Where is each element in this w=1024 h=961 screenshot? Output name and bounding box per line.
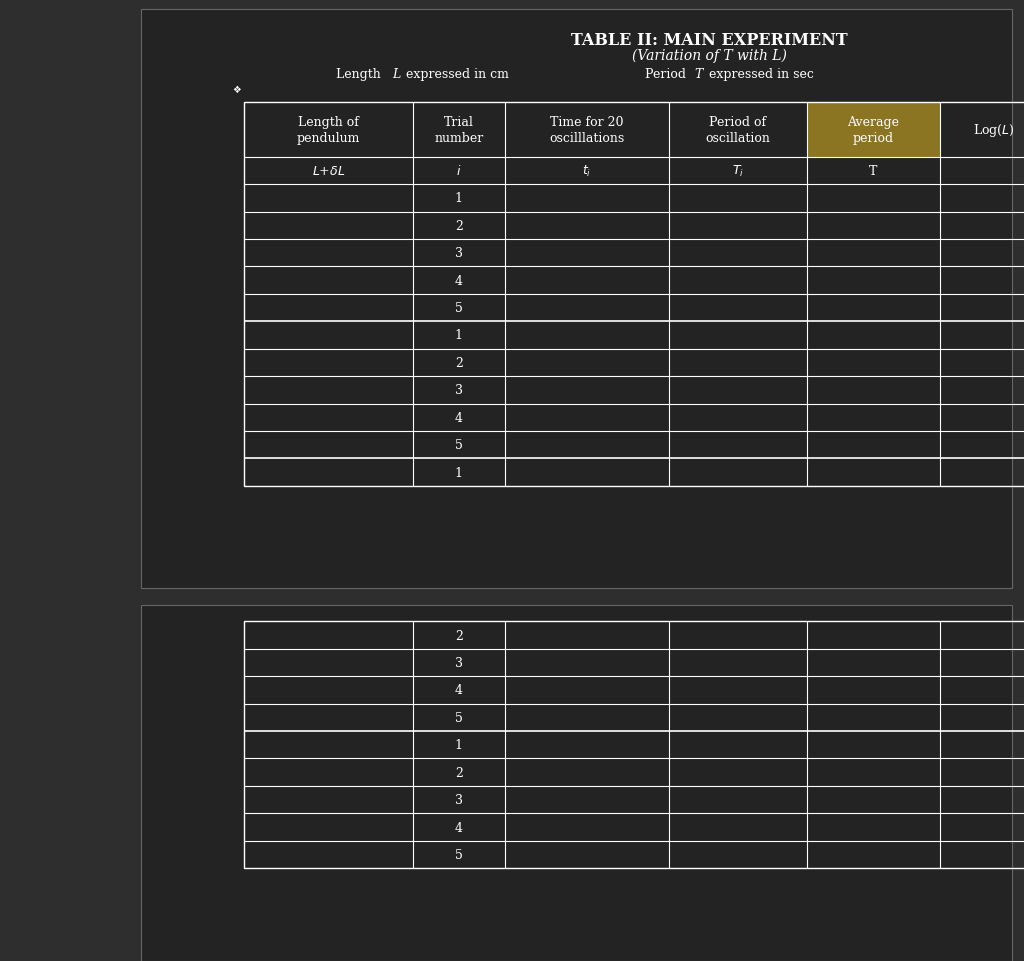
Text: number: number [434, 132, 483, 144]
Text: oscillation: oscillation [706, 132, 770, 144]
Text: 3: 3 [455, 383, 463, 397]
Bar [141, 605, 1012, 961]
Text: $t_i$: $t_i$ [582, 163, 592, 179]
Text: Average: Average [848, 116, 899, 129]
Text: Period of: Period of [710, 116, 766, 129]
Text: (Variation of T with L): (Variation of T with L) [632, 49, 787, 62]
Text: $L$+$\delta L$: $L$+$\delta L$ [311, 164, 345, 178]
Text: 1: 1 [455, 738, 463, 752]
Bar [244, 622, 1024, 869]
Text: 4: 4 [455, 274, 463, 287]
Text: Trial: Trial [443, 116, 474, 129]
Text: 3: 3 [455, 656, 463, 670]
Text: pendulum: pendulum [297, 132, 359, 144]
Text: 4: 4 [455, 411, 463, 425]
Text: $T_i$: $T_i$ [732, 163, 743, 179]
Text: T: T [694, 67, 702, 81]
Text: oscilllations: oscilllations [549, 132, 625, 144]
Text: 2: 2 [455, 357, 463, 370]
Bar [141, 10, 1012, 588]
Text: 4: 4 [455, 821, 463, 834]
Text: T: T [869, 164, 878, 178]
Text: 1: 1 [455, 466, 463, 480]
Text: $i$: $i$ [456, 164, 462, 179]
Bar [244, 103, 1024, 486]
Text: Period: Period [645, 67, 690, 81]
Text: 2: 2 [455, 628, 463, 642]
Text: expressed in cm: expressed in cm [402, 67, 509, 81]
Text: 3: 3 [455, 247, 463, 260]
Text: 2: 2 [455, 219, 463, 233]
Text: Length: Length [336, 67, 385, 81]
Text: 5: 5 [455, 711, 463, 725]
Text: 5: 5 [455, 438, 463, 452]
Text: TABLE II: MAIN EXPERIMENT: TABLE II: MAIN EXPERIMENT [571, 32, 848, 49]
Text: ❖: ❖ [232, 86, 241, 95]
Text: Time for 20: Time for 20 [550, 116, 624, 129]
Text: 4: 4 [455, 683, 463, 697]
Text: Log($L$): Log($L$) [973, 122, 1015, 138]
Text: 1: 1 [455, 192, 463, 206]
Text: 5: 5 [455, 848, 463, 861]
Text: Length of: Length of [298, 116, 358, 129]
Text: 2: 2 [455, 766, 463, 779]
Text: period: period [853, 132, 894, 144]
Text: expressed in sec: expressed in sec [705, 67, 813, 81]
Text: 3: 3 [455, 793, 463, 806]
Bar [807, 103, 940, 158]
Text: 1: 1 [455, 329, 463, 342]
Text: L: L [392, 67, 400, 81]
Text: 5: 5 [455, 302, 463, 315]
